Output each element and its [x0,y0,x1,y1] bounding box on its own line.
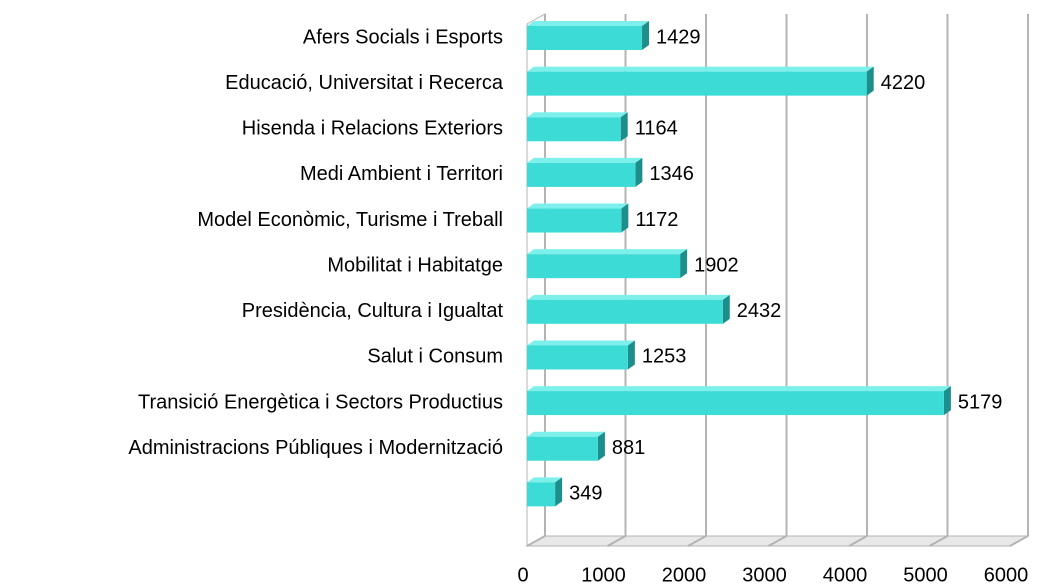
bar-side [722,294,730,324]
bar [527,254,681,279]
bar-top [527,21,650,26]
floor-tick [687,535,707,547]
bar-top [527,157,643,163]
bar-top [527,112,628,118]
bar-side [866,66,874,96]
data-label: 4220 [881,72,926,94]
bar-side [597,431,605,461]
x-tick-label: 3000 [742,564,787,586]
x-tick-label: 4000 [823,564,868,586]
y-tick-label: Mobilitat i Habitatge [327,254,503,276]
data-label: 1253 [642,346,687,368]
floor-tick [607,535,626,547]
y-tick-label: Presidència, Cultura i Igualtat [242,300,504,322]
bar [527,71,867,96]
bar [527,117,621,142]
bar-top [527,249,688,255]
bar-side [635,157,643,187]
floor-tick [526,535,546,547]
data-label: 349 [569,483,602,505]
x-tick-label: 2000 [662,564,707,586]
data-label: 2432 [737,300,782,322]
bar-top [527,66,874,72]
x-tick-label: 6000 [984,564,1029,586]
bar [527,391,944,416]
bar-side [620,112,628,142]
bar-side [943,386,951,416]
data-label: 1172 [635,209,678,231]
x-tick-label: 0 [517,564,528,586]
floor-tick [1009,535,1029,547]
bar [527,208,622,233]
y-tick-label: Hisenda i Relacions Exteriors [242,118,503,140]
y-tick-label: Transició Energètica i Sectors Productiu… [138,391,503,413]
x-tick-label: 5000 [903,564,948,586]
bar-side [555,477,563,507]
bar-side [642,21,650,50]
bar-top [527,340,635,346]
bar [527,482,556,507]
bar-top [527,477,563,483]
bar-side [621,203,629,233]
y-tick-label: Model Econòmic, Turisme i Treball [197,209,503,231]
bar-top [527,386,951,392]
data-label: 1902 [694,254,739,276]
x-tick-label: 1000 [581,564,626,586]
floor-tick [848,535,868,547]
data-label: 881 [612,437,645,459]
data-label: 1429 [656,26,701,48]
data-label: 1164 [635,118,678,140]
floor-tick [768,535,787,547]
floor-tick [929,535,948,547]
bar [527,345,628,370]
bar [527,299,723,324]
data-label: 1346 [649,163,694,185]
bar [527,26,643,50]
bar [527,436,598,461]
bar-side [627,340,635,370]
bar-top [527,431,605,437]
y-tick-label: Salut i Consum [367,346,503,368]
y-tick-label: Educació, Universitat i Recerca [225,72,504,94]
bar-top [527,294,730,300]
bar-top [527,203,629,209]
y-tick-label: Medi Ambient i Territori [300,163,503,185]
y-tick-label: Administracions Públiques i Modernitzaci… [128,437,503,459]
bar-side [680,249,688,279]
data-label: 5179 [958,391,1003,413]
bar [527,162,636,187]
y-tick-label: Afers Socials i Esports [303,26,503,48]
